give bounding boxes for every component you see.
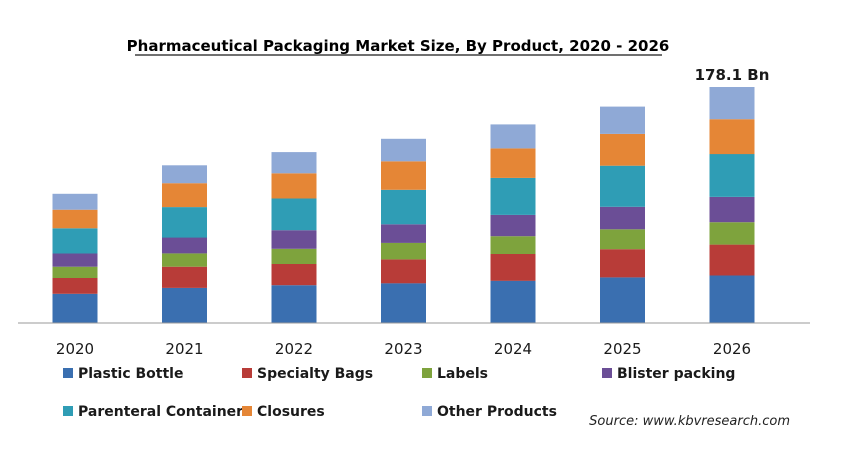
bar-segment-2026-plastic-bottle [709,275,755,323]
legend-item-closures: Closures [242,404,325,420]
bar-segment-2020-plastic-bottle [52,293,98,323]
bar-segment-2021-plastic-bottle [162,287,207,323]
legend-label: Closures [257,404,325,420]
x-tick-label-2023: 2023 [384,340,422,358]
legend-swatch [602,368,612,378]
bar-segment-2020-closures [52,209,98,229]
bar-segment-2022-other-products [271,152,317,174]
legend-label: Parenteral Container [78,404,243,420]
legend-label: Blister packing [617,366,735,382]
bar-segment-2021-specialty-bags [162,266,207,288]
bar-segment-2023-labels [381,242,426,260]
bar-segment-2026-specialty-bags [709,244,755,276]
bars [52,87,755,323]
bar-segment-2023-parenteral-container [381,189,426,225]
legend-label: Specialty Bags [257,366,373,382]
bar-segment-2024-specialty-bags [490,254,536,281]
bar-segment-2020-other-products [52,193,98,210]
bar-segment-2021-closures [162,183,207,208]
bar-segment-2025-blister-packing [600,206,645,230]
x-tick-label-2020: 2020 [56,340,94,358]
bar-segment-2022-parenteral-container [271,198,317,231]
bar-segment-2022-specialty-bags [271,264,317,286]
legend-item-blister-packing: Blister packing [602,366,735,382]
bar-segment-2021-labels [162,253,207,267]
bar-segment-2025-plastic-bottle [600,277,645,323]
bar-segment-2026-parenteral-container [709,154,755,197]
legend-swatch [242,368,252,378]
legend-swatch [63,406,73,416]
bar-segment-2023-specialty-bags [381,259,426,284]
total-annotation: 178.1 Bn [695,66,770,84]
bar-segment-2025-closures [600,133,645,166]
bar-segment-2020-specialty-bags [52,277,98,294]
bar-segment-2024-parenteral-container [490,177,536,215]
legend-item-specialty-bags: Specialty Bags [242,366,373,382]
bar-segment-2021-parenteral-container [162,207,207,238]
legend-swatch [422,368,432,378]
bar-segment-2022-plastic-bottle [271,285,317,323]
legend: Plastic Bottle Specialty Bags Labels Bliste… [63,366,735,420]
bar-segment-2025-specialty-bags [600,249,645,278]
bar-segment-2026-other-products [709,87,755,120]
legend-label: Plastic Bottle [78,366,183,382]
legend-item-parenteral-container: Parenteral Container [63,404,243,420]
x-tick-label-2021: 2021 [165,340,203,358]
legend-label: Labels [437,366,488,382]
legend-label: Other Products [437,404,557,420]
bar-segment-2026-closures [709,119,755,155]
x-axis-ticks: 2020 2021 2022 2023 2024 2025 2026 [56,340,751,358]
bar-segment-2026-labels [709,222,755,245]
bar-segment-2024-closures [490,148,536,178]
bar-segment-2023-other-products [381,138,426,162]
legend-item-labels: Labels [422,366,488,382]
bar-segment-2022-blister-packing [271,230,317,249]
bar-segment-2026-blister-packing [709,197,755,223]
bar-segment-2023-plastic-bottle [381,283,426,323]
bar-segment-2020-blister-packing [52,253,98,267]
legend-swatch [63,368,73,378]
bar-segment-2021-other-products [162,165,207,184]
bar-segment-2020-labels [52,266,98,278]
x-tick-label-2025: 2025 [603,340,641,358]
source-text: Source: www.kbvresearch.com [589,414,790,429]
bar-segment-2023-closures [381,161,426,190]
bar-segment-2024-labels [490,236,536,254]
legend-item-plastic-bottle: Plastic Bottle [63,366,183,382]
legend-swatch [422,406,432,416]
bar-segment-2025-other-products [600,106,645,134]
bar-segment-2024-blister-packing [490,214,536,237]
bar-segment-2025-labels [600,229,645,250]
bar-segment-2022-labels [271,248,317,264]
x-tick-label-2022: 2022 [275,340,313,358]
bar-segment-2020-parenteral-container [52,228,98,254]
bar-segment-2025-parenteral-container [600,165,645,207]
legend-swatch [242,406,252,416]
bar-segment-2024-plastic-bottle [490,280,536,323]
x-tick-label-2024: 2024 [494,340,532,358]
x-tick-label-2026: 2026 [713,340,751,358]
bar-segment-2023-blister-packing [381,224,426,243]
bar-segment-2022-closures [271,173,317,199]
legend-item-other-products: Other Products [422,404,557,420]
bar-segment-2021-blister-packing [162,237,207,254]
chart-title: Pharmaceutical Packaging Market Size, By… [127,37,670,55]
bar-segment-2024-other-products [490,124,536,149]
